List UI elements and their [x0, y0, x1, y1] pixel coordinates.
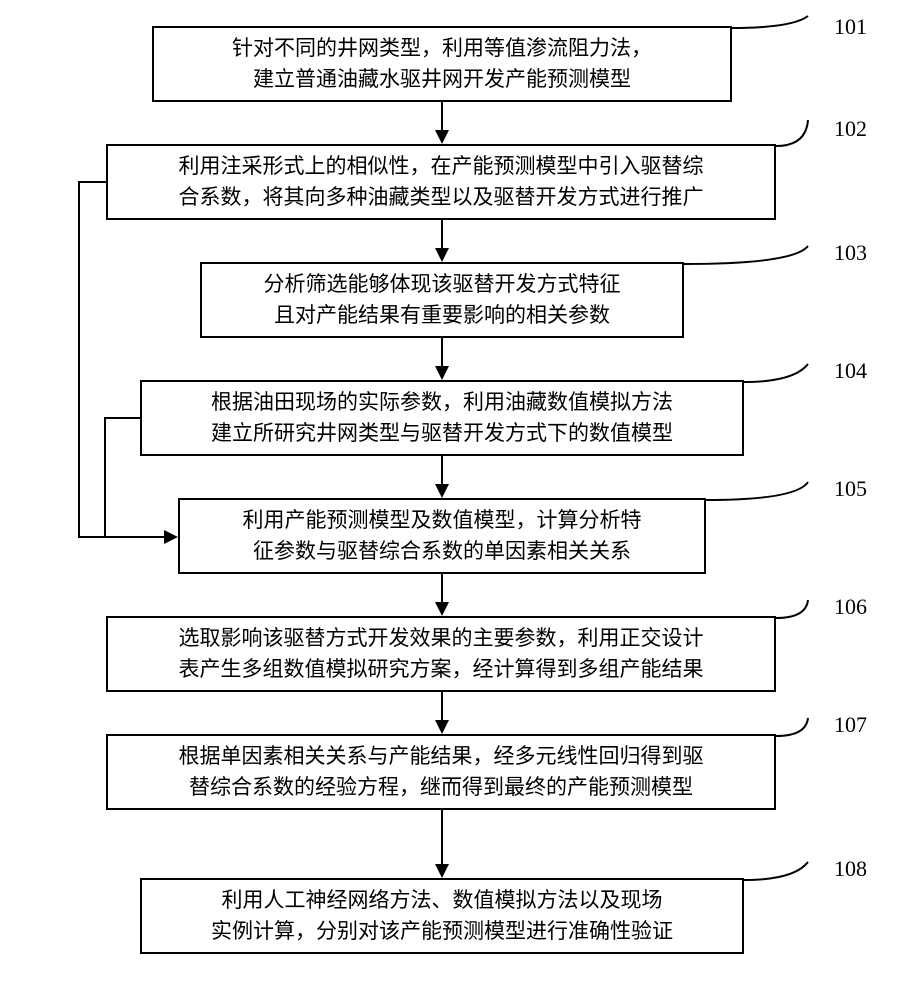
- flowchart-node-105: 利用产能预测模型及数值模型，计算分析特征参数与驱替综合系数的单因素相关关系: [178, 498, 706, 574]
- node-text: 选取影响该驱替方式开发效果的主要参数，利用正交设计表产生多组数值模拟研究方案，经…: [179, 623, 704, 686]
- arrowhead-icon: [435, 864, 449, 878]
- arrowhead-icon: [435, 248, 449, 262]
- node-text: 针对不同的井网类型，利用等值渗流阻力法，建立普通油藏水驱井网开发产能预测模型: [232, 33, 652, 96]
- flowchart-node-101: 针对不同的井网类型，利用等值渗流阻力法，建立普通油藏水驱井网开发产能预测模型: [152, 26, 732, 102]
- node-label-103: 103: [834, 240, 867, 266]
- flowchart-node-103: 分析筛选能够体现该驱替开发方式特征且对产能结果有重要影响的相关参数: [200, 262, 684, 338]
- edge-104-105: [441, 456, 443, 486]
- node-label-106: 106: [834, 594, 867, 620]
- edge-103-104: [441, 338, 443, 368]
- flowchart-node-108: 利用人工神经网络方法、数值模拟方法以及现场实例计算，分别对该产能预测模型进行准确…: [140, 878, 744, 954]
- callout-leader-106: [776, 598, 832, 622]
- callout-leader-107: [776, 716, 832, 740]
- callout-leader-108: [744, 860, 832, 884]
- node-label-108: 108: [834, 856, 867, 882]
- feedback-edge-104-horizontal-out: [104, 417, 140, 419]
- callout-leader-103: [684, 244, 832, 268]
- node-text: 利用注采形式上的相似性，在产能预测模型中引入驱替综合系数，将其向多种油藏类型以及…: [179, 151, 704, 214]
- feedback-edge-102-vertical: [78, 181, 80, 538]
- edge-102-103: [441, 220, 443, 250]
- edge-107-108: [441, 810, 443, 866]
- node-text: 根据油田现场的实际参数，利用油藏数值模拟方法建立所研究井网类型与驱替开发方式下的…: [211, 387, 673, 450]
- node-label-105: 105: [834, 476, 867, 502]
- callout-leader-105: [706, 480, 832, 504]
- feedback-edge-104-vertical: [104, 417, 106, 538]
- arrowhead-icon: [435, 720, 449, 734]
- flowchart-node-106: 选取影响该驱替方式开发效果的主要参数，利用正交设计表产生多组数值模拟研究方案，经…: [106, 616, 776, 692]
- flowchart-container: 针对不同的井网类型，利用等值渗流阻力法，建立普通油藏水驱井网开发产能预测模型 利…: [0, 0, 914, 1000]
- node-text: 利用人工神经网络方法、数值模拟方法以及现场实例计算，分别对该产能预测模型进行准确…: [211, 885, 673, 948]
- callout-leader-101: [732, 14, 832, 34]
- arrowhead-icon: [435, 484, 449, 498]
- arrowhead-icon: [435, 602, 449, 616]
- node-text: 利用产能预测模型及数值模型，计算分析特征参数与驱替综合系数的单因素相关关系: [243, 505, 642, 568]
- node-label-102: 102: [834, 116, 867, 142]
- node-label-107: 107: [834, 712, 867, 738]
- flowchart-node-102: 利用注采形式上的相似性，在产能预测模型中引入驱替综合系数，将其向多种油藏类型以及…: [106, 144, 776, 220]
- flowchart-node-107: 根据单因素相关关系与产能结果，经多元线性回归得到驱替综合系数的经验方程，继而得到…: [106, 734, 776, 810]
- node-label-104: 104: [834, 358, 867, 384]
- edge-105-106: [441, 574, 443, 604]
- node-label-101: 101: [834, 14, 867, 40]
- node-text: 根据单因素相关关系与产能结果，经多元线性回归得到驱替综合系数的经验方程，继而得到…: [179, 741, 704, 804]
- edge-106-107: [441, 692, 443, 722]
- callout-leader-104: [744, 362, 832, 386]
- arrowhead-icon: [435, 366, 449, 380]
- flowchart-node-104: 根据油田现场的实际参数，利用油藏数值模拟方法建立所研究井网类型与驱替开发方式下的…: [140, 380, 744, 456]
- callout-leader-102: [776, 118, 832, 148]
- arrowhead-icon: [435, 130, 449, 144]
- feedback-edge-102-horizontal-out: [78, 181, 106, 183]
- node-text: 分析筛选能够体现该驱替开发方式特征且对产能结果有重要影响的相关参数: [264, 269, 621, 332]
- edge-101-102: [441, 102, 443, 132]
- feedback-edge-into-105: [78, 536, 166, 538]
- arrowhead-icon: [164, 530, 178, 544]
